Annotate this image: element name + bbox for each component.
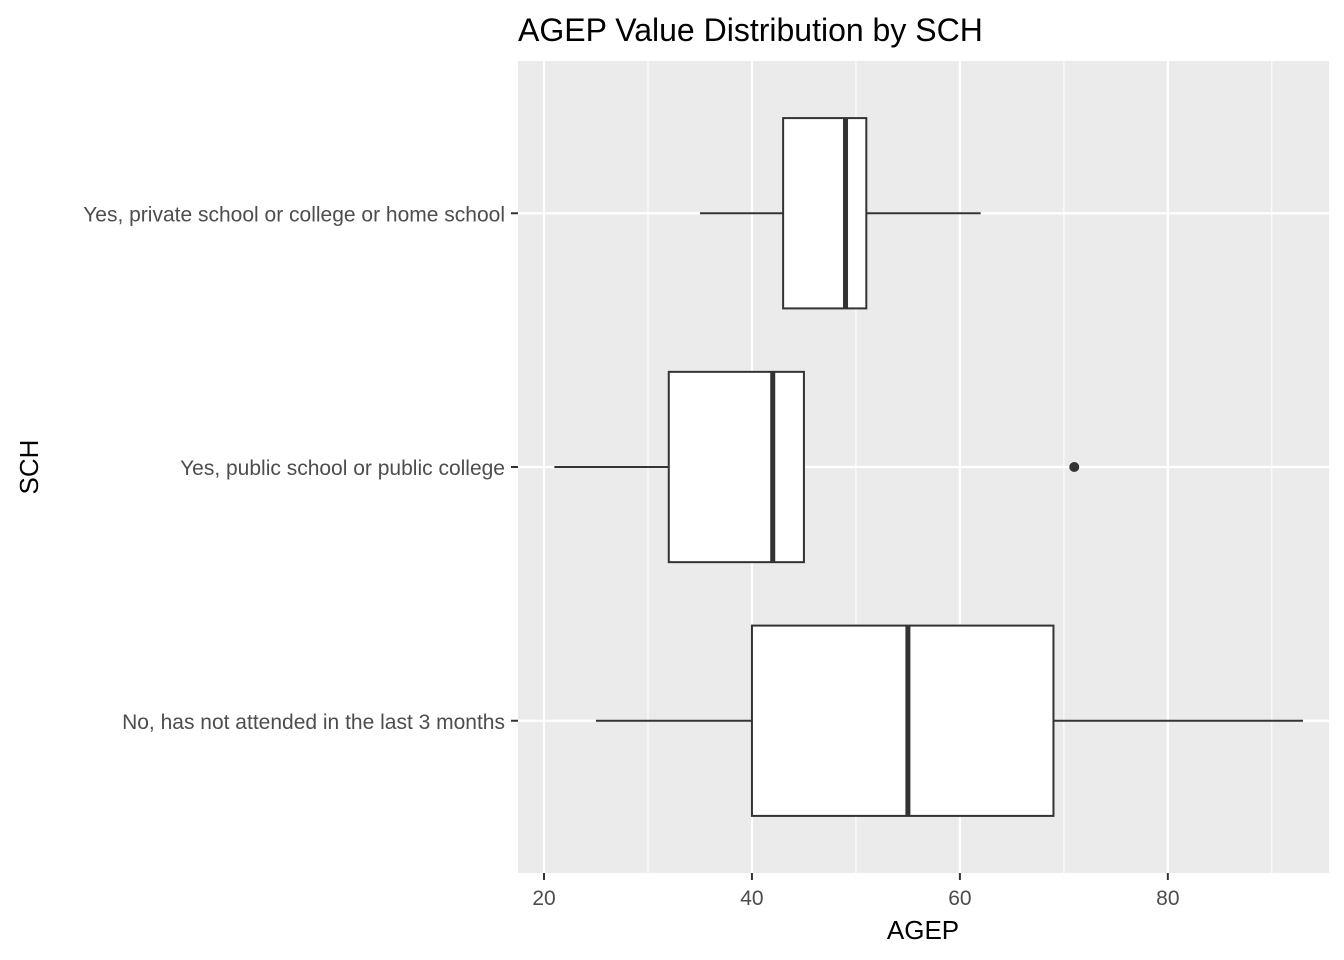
chart-title: AGEP Value Distribution by SCH: [518, 12, 983, 48]
y-tick-label: No, has not attended in the last 3 month…: [122, 711, 505, 734]
y-axis-title: SCH: [14, 440, 44, 495]
y-tick-label: Yes, public school or public college: [180, 457, 505, 480]
x-tick-label: 20: [532, 887, 555, 910]
outlier-point: [1069, 462, 1080, 472]
box-layer: [554, 117, 1304, 817]
box-iqr: [667, 370, 805, 564]
box-2: [554, 370, 1080, 564]
x-tick-label: 80: [1156, 887, 1179, 910]
x-tick-label: 60: [948, 887, 971, 910]
y-axis: No, has not attended in the last 3 month…: [83, 203, 518, 734]
box-iqr: [750, 624, 1055, 817]
x-axis: 20 40 60 80: [532, 873, 1180, 910]
y-tick-label: Yes, private school or college or home s…: [83, 203, 505, 226]
x-axis-title: AGEP: [887, 915, 959, 945]
box-iqr: [782, 117, 868, 310]
box-3: [699, 117, 981, 310]
x-tick-label: 40: [740, 887, 763, 910]
box-1: [595, 624, 1304, 817]
